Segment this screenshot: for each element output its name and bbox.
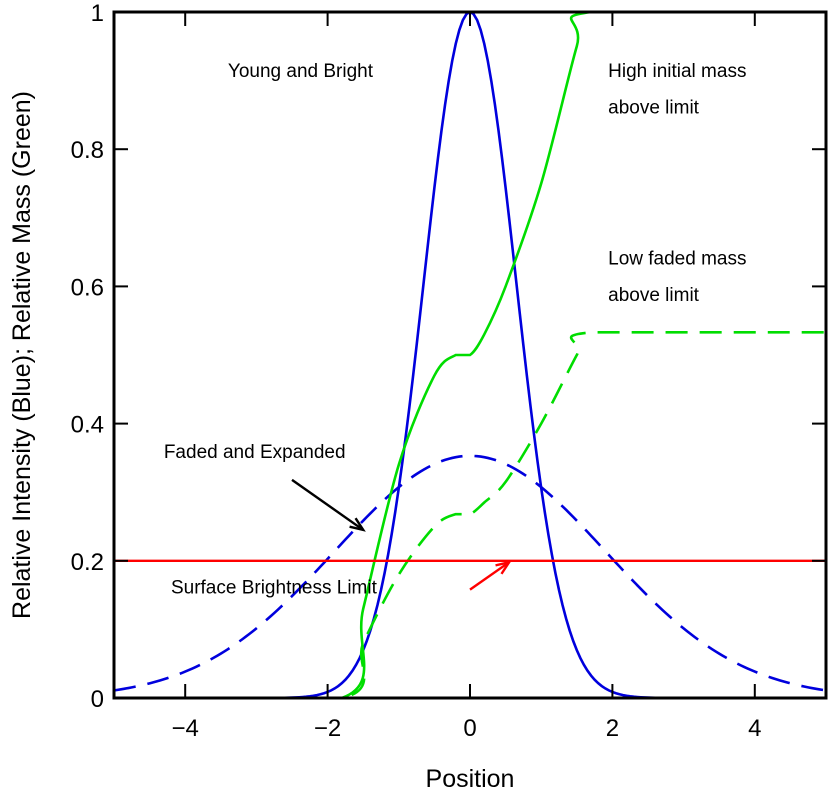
annotation-faded-expanded: Faded and Expanded <box>164 442 346 463</box>
series-line-high-initial-mass <box>114 12 826 698</box>
x-tick-label: −4 <box>172 715 199 742</box>
x-tick-label: −2 <box>314 715 341 742</box>
faded-arrow-shaft <box>291 478 364 531</box>
annotation-low-faded-mass-1: Low faded mass <box>608 248 746 269</box>
series-line-low-faded-mass <box>114 331 826 698</box>
limit-arrow-head <box>495 560 512 575</box>
arrow-layer <box>291 478 512 591</box>
x-tick-label: 2 <box>606 715 619 742</box>
annotation-high-initial-mass-2: above limit <box>608 98 700 119</box>
y-tick-label: 0.8 <box>71 137 104 164</box>
tick-layer: −4 −2 0 2 4 0 0.2 0.4 0.6 0.8 1 <box>71 0 826 742</box>
y-tick-label: 0.4 <box>71 412 104 439</box>
annotation-low-faded-mass-2: above limit <box>608 285 700 306</box>
series-layer <box>114 12 826 698</box>
x-axis-title: Position <box>426 765 515 793</box>
annot-layer: Young and Bright High initial mass above l… <box>164 61 747 599</box>
faded-arrow-head <box>349 517 366 532</box>
series-line-faded-expanded <box>114 454 826 692</box>
limit-arrow-shaft <box>469 561 510 591</box>
annotation-young-bright: Young and Bright <box>228 61 374 82</box>
y-tick-label: 0.2 <box>71 549 104 576</box>
y-tick-label: 1 <box>91 0 104 27</box>
y-tick-label: 0 <box>91 686 104 713</box>
x-tick-label: 4 <box>748 715 761 742</box>
y-axis-title: Relative Intensity (Blue); Relative Mass… <box>8 91 36 619</box>
annotation-surface-limit: Surface Brightness Limit <box>171 578 378 599</box>
x-tick-label: 0 <box>463 715 476 742</box>
annotation-high-initial-mass-1: High initial mass <box>608 61 746 82</box>
y-tick-label: 0.6 <box>71 274 104 301</box>
